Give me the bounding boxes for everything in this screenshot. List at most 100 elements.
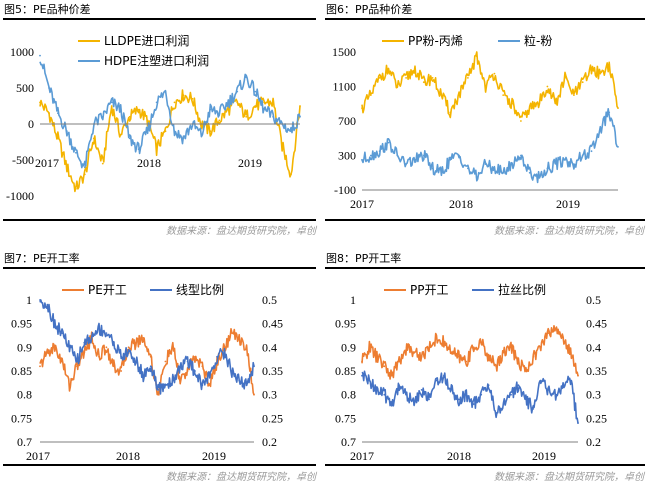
series-line-1 [361,325,579,380]
data-point [171,346,174,349]
data-point [98,327,100,330]
data-point [420,389,423,391]
data-point [179,365,182,368]
y2-tick-label: 0.3 [262,388,277,402]
data-point [532,355,535,358]
data-point [164,360,167,363]
data-point [98,355,100,358]
data-point [547,332,550,334]
data-point [369,94,372,96]
data-point [493,167,496,170]
data-point [555,163,558,166]
data-point [502,171,505,174]
data-point [142,337,145,339]
data-point [76,365,78,368]
data-point [368,346,371,349]
legend-label: HDPE注塑进口利润 [104,53,209,68]
y-tick-label: 0.85 [11,364,32,378]
data-point [361,158,363,161]
data-point [369,154,372,157]
data-point [83,173,86,176]
data-point [194,355,196,358]
data-point [450,351,453,353]
x-tick-label: 2019 [556,197,580,211]
data-point [440,94,443,96]
data-point [137,108,140,111]
data-point [546,167,549,170]
data-point [608,111,611,114]
data-point [475,55,478,58]
data-point [223,351,226,353]
data-point [201,365,204,368]
y-tick-label: 0.7 [17,435,32,449]
data-point [119,108,122,111]
y-tick-label: 0.85 [335,364,356,378]
data-point [431,77,434,79]
y-tick-label: 0.95 [11,317,32,331]
data-point [90,337,93,339]
y-tick-label: 0.75 [11,411,32,425]
data-point [396,85,399,88]
data-point [83,351,86,353]
data-point [539,379,542,382]
data-point [431,167,434,170]
data-point [245,76,248,79]
panel-3-title: 图7：PE开工率 [4,252,80,265]
data-point [387,68,390,71]
data-point [245,115,248,118]
data-point [539,346,542,349]
data-point [378,77,381,79]
data-point [164,90,167,93]
data-point [510,393,512,396]
y2-tick-label: 0.25 [586,411,607,425]
data-point [272,101,274,104]
data-point [76,360,78,363]
data-point [398,360,401,363]
data-point [119,133,122,136]
data-point [201,384,204,387]
x-tick-label: 2017 [350,449,374,463]
data-point [495,412,497,415]
data-point [599,128,602,131]
data-point [573,94,575,96]
data-point [218,112,221,115]
data-point [46,303,49,306]
data-point [209,130,212,133]
data-point [46,351,49,353]
data-point [525,398,527,401]
data-point [171,379,174,382]
data-point [112,365,115,368]
data-point [254,90,257,93]
data-point [253,365,255,368]
x-tick-label: 2018 [116,449,140,463]
y-tick-label: 0.75 [335,411,356,425]
data-point [361,360,363,363]
data-point [525,370,527,372]
data-point [493,72,496,75]
data-point [245,346,248,349]
data-point [450,389,453,391]
data-point [39,101,41,104]
data-point [231,370,233,372]
data-point [472,346,475,349]
y2-tick-label: 0.35 [262,364,283,378]
panel-3-bottom-rule [3,464,316,466]
x-tick-label: 2018 [137,156,161,170]
data-point [110,105,113,107]
series-line-2 [361,108,619,184]
y-tick-label: 500 [16,81,34,95]
pe-spread-chart: 1000 500 0 -500 -1000 2017 2018 2019 LLDPE进口利润 HD… [6,34,301,203]
y-tick-label: 0.9 [341,340,356,354]
data-point [361,374,363,377]
data-point [577,374,579,377]
data-point [361,107,363,109]
data-point [414,158,416,161]
data-point [299,115,301,118]
data-point [405,346,408,349]
data-point [546,85,549,88]
data-point [105,332,108,334]
data-point [272,115,274,118]
y-tick-label: 700 [338,114,356,128]
data-point [467,77,469,79]
y-tick-label: 1500 [332,45,356,59]
